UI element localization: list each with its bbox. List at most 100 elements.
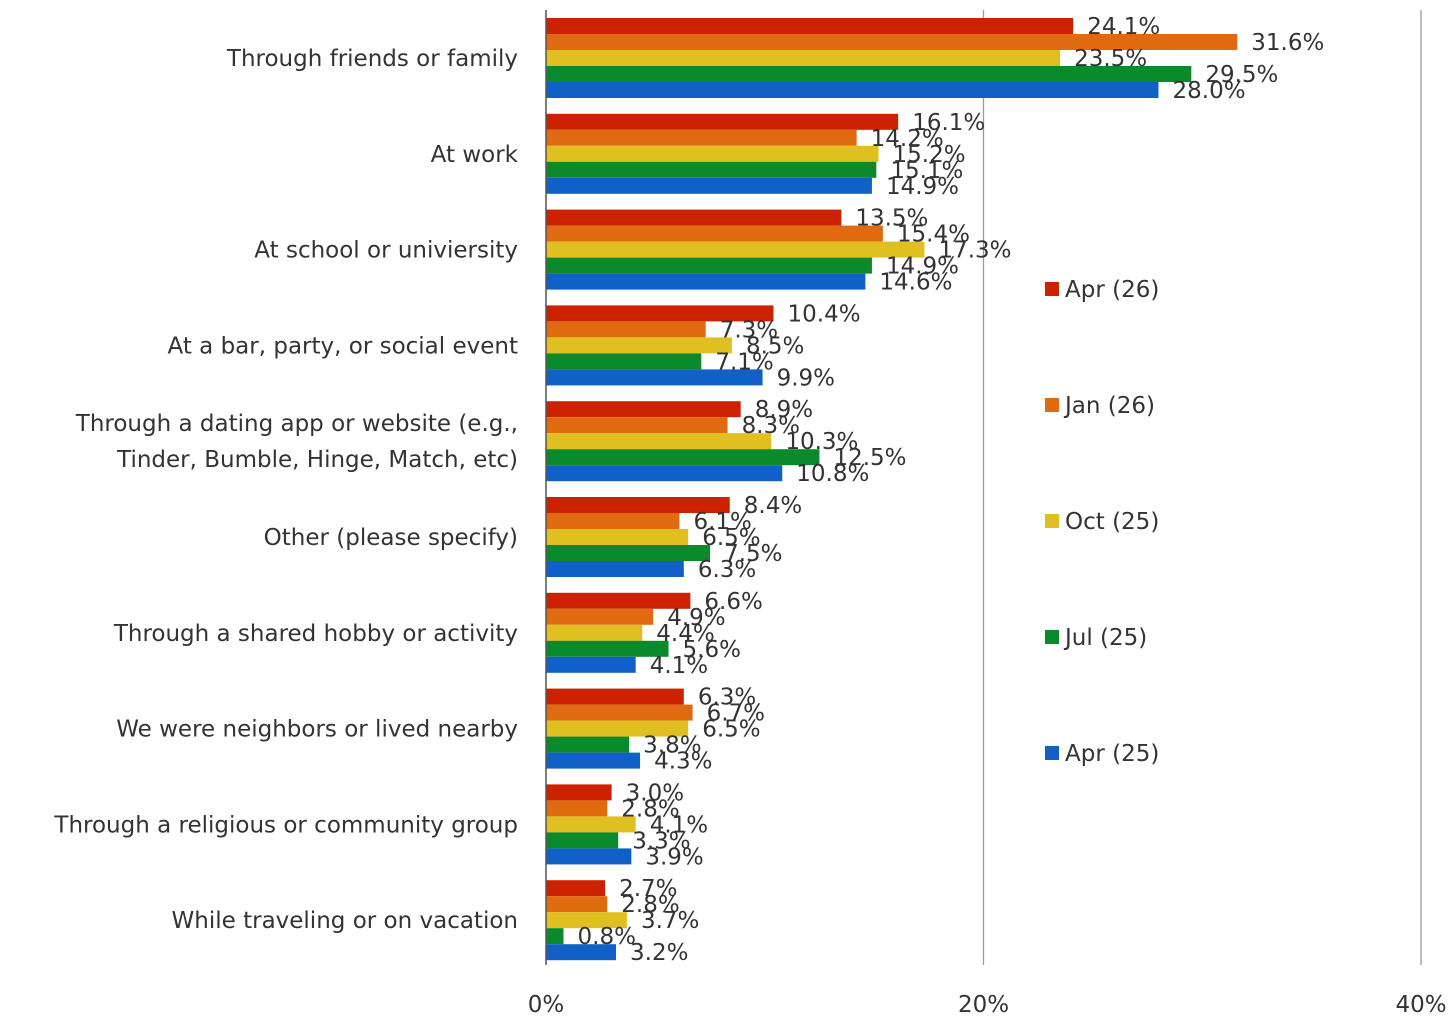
data-label-oct-25-6: 4.4% [656,621,714,647]
bar-apr-26-9 [546,880,606,897]
category-label-6: Through a shared hobby or activity [113,621,518,647]
data-label-apr-25-2: 14.6% [879,270,952,296]
data-label-jul-25-8: 3.3% [632,828,690,854]
x-tick-label-0: 0% [528,992,565,1018]
data-label-oct-25-7: 6.5% [702,717,760,743]
data-label-apr-25-7: 4.3% [654,749,712,775]
category-label-4-line-1: Tinder, Bumble, Hinge, Match, etc) [116,447,518,473]
legend-swatch-apr-25 [1045,746,1059,760]
bar-apr-25-9 [546,944,616,961]
data-label-jan-26-6: 4.9% [667,605,725,631]
data-label-apr-26-5: 8.4% [744,493,802,519]
legend-swatch-oct-25 [1045,514,1059,528]
data-label-jul-25-9: 0.8% [578,924,636,950]
category-label-1: At work [431,142,519,168]
bar-apr-25-4 [546,465,783,482]
bar-jan-26-5 [546,513,680,529]
data-label-jan-26-4: 8.3% [742,413,800,439]
data-label-apr-25-5: 6.3% [698,557,756,583]
bar-oct-25-5 [546,529,689,545]
category-label-8: Through a religious or community group [53,812,518,838]
bar-jan-26-8 [546,800,608,817]
data-label-oct-25-1: 15.2% [893,142,966,168]
bar-apr-25-0 [546,82,1159,98]
bar-apr-25-8 [546,848,632,865]
data-label-apr-26-1: 16.1% [912,110,985,136]
bar-oct-25-4 [546,433,772,450]
bar-apr-26-4 [546,401,741,418]
data-label-oct-25-5: 6.5% [702,525,760,551]
bar-apr-26-3 [546,305,774,322]
bar-oct-25-6 [546,624,643,641]
bar-oct-25-8 [546,816,636,833]
bar-jul-25-9 [546,928,564,945]
bar-jan-26-3 [546,321,706,338]
bar-oct-25-3 [546,337,732,354]
data-label-jan-26-1: 14.2% [871,126,944,152]
legend-swatch-jan-26 [1045,398,1059,412]
bar-jan-26-4 [546,417,728,434]
category-label-5: Other (please specify) [264,525,518,551]
category-labels: Through friends or family At work At schoo… [53,46,518,934]
data-label-jan-26-9: 2.8% [621,892,679,918]
bar-apr-26-5 [546,497,730,513]
legend-label-apr-25: Apr (25) [1065,741,1159,767]
data-label-apr-25-1: 14.9% [886,174,959,200]
data-label-apr-25-4: 10.8% [796,461,869,487]
bar-apr-25-6 [546,656,636,673]
bar-apr-26-0 [546,18,1074,34]
x-tick-label-20: 20% [958,992,1009,1018]
bar-apr-26-7 [546,688,684,705]
data-label-oct-25-3: 8.5% [746,333,804,359]
data-label-jul-25-2: 14.9% [886,254,959,280]
legend-label-oct-25: Oct (25) [1065,509,1159,535]
data-label-jan-26-0: 31.6% [1251,30,1324,56]
data-label-apr-25-3: 9.9% [777,365,835,391]
bar-jan-26-9 [546,896,608,913]
bar-jan-26-0 [546,34,1238,50]
legend-label-jul-25: Jul (25) [1063,625,1147,651]
bar-jan-26-1 [546,129,857,146]
data-label-jan-26-5: 6.1% [693,509,751,535]
legend-swatch-apr-26 [1045,282,1059,296]
bar-jan-26-2 [546,225,883,242]
bar-apr-25-3 [546,369,763,386]
legend-label-jan-26: Jan (26) [1063,393,1155,419]
data-label-apr-25-9: 3.2% [630,940,688,966]
legend: Apr (26) Jan (26) Oct (25) Jul (25) Apr (25) [1045,277,1159,767]
bar-apr-25-5 [546,561,684,577]
data-label-apr-25-6: 4.1% [650,653,708,679]
category-label-7: We were neighbors or lived nearby [116,717,518,743]
bar-oct-25-9 [546,912,627,929]
bar-jul-25-6 [546,640,669,657]
bar-apr-25-1 [546,177,872,194]
bar-jul-25-2 [546,257,872,274]
data-label-jul-25-3: 7.1% [715,349,773,375]
data-label-apr-26-4: 8.9% [755,397,813,423]
data-label-apr-25-0: 28.0% [1173,78,1246,104]
bar-jul-25-0 [546,66,1192,82]
data-label-oct-25-4: 10.3% [785,429,858,455]
category-label-9: While traveling or on vacation [172,908,518,934]
data-label-oct-25-9: 3.7% [641,908,699,934]
x-tick-label-40: 40% [1395,992,1446,1018]
data-label-jul-25-0: 29.5% [1205,62,1278,88]
data-label-jul-25-1: 15.1% [890,158,963,184]
bar-apr-25-7 [546,752,641,769]
legend-label-apr-26: Apr (26) [1065,277,1159,303]
data-label-apr-26-6: 6.6% [704,589,762,615]
bar-apr-25-2 [546,273,866,290]
bar-jul-25-5 [546,545,711,561]
data-label-apr-25-8: 3.9% [645,844,703,870]
bar-jan-26-6 [546,608,654,625]
bar-apr-26-1 [546,113,899,130]
legend-swatch-jul-25 [1045,630,1059,644]
data-label-oct-25-2: 17.3% [938,238,1011,264]
bar-apr-26-2 [546,209,842,226]
bars [545,10,1238,965]
bar-jul-25-7 [546,736,630,753]
gridlines [982,10,1422,965]
data-label-oct-25-8: 4.1% [650,812,708,838]
data-labels: 24.1% 16.1% 13.5% 10.4% 8.9% 8.4% 6.6% 6.3% 3.0%… [578,14,1325,966]
